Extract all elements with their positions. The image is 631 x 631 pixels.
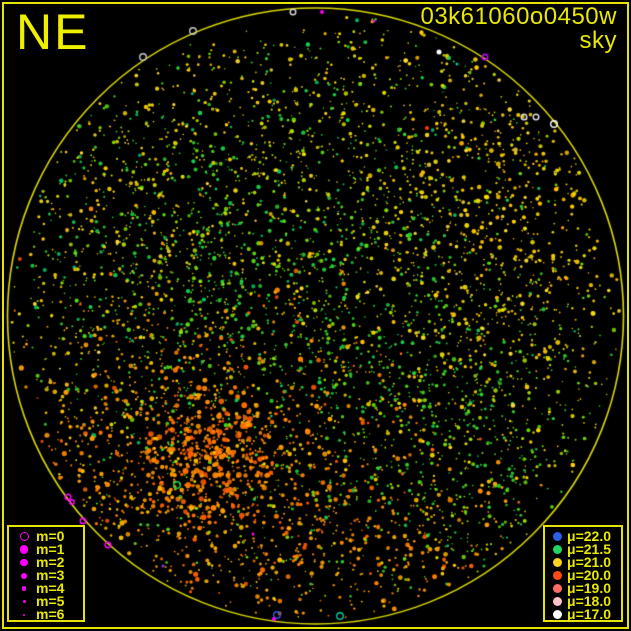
magnitude-legend-row: m=4 — [12, 580, 83, 596]
plot-title: 03k61060o0450w — [420, 3, 617, 30]
magnitude-legend-marker-icon — [12, 545, 36, 554]
mu-legend-label: μ=21.5 — [567, 541, 611, 557]
magnitude-legend-marker-icon — [12, 532, 36, 541]
mu-legend-marker-icon — [548, 596, 567, 607]
mu-legend-label: μ=19.0 — [567, 580, 611, 596]
magnitude-legend-label: m=6 — [36, 606, 65, 622]
mu-legend-row: μ=21.5 — [548, 541, 621, 557]
mu-legend-marker-icon — [548, 609, 567, 620]
magnitude-legend-label: m=3 — [36, 567, 65, 583]
mu-legend-marker-icon — [548, 557, 567, 568]
magnitude-legend-row: m=5 — [12, 593, 83, 609]
magnitude-legend-marker-icon — [12, 600, 36, 603]
magnitude-legend-row: m=2 — [12, 554, 83, 570]
magnitude-legend-label: m=2 — [36, 554, 65, 570]
magnitude-legend-marker-icon — [12, 572, 36, 579]
title-block: 03k61060o0450w sky — [420, 5, 617, 53]
plot-subtitle: sky — [579, 27, 617, 54]
magnitude-legend-row: m=3 — [12, 567, 83, 583]
magnitude-legend-label: m=4 — [36, 580, 65, 596]
magnitude-legend-label: m=0 — [36, 528, 65, 544]
mu-legend-row: μ=19.0 — [548, 580, 621, 596]
quadrant-label: NE — [16, 4, 90, 60]
magnitude-legend-label: m=5 — [36, 593, 65, 609]
mu-legend-marker-icon — [548, 531, 567, 542]
mu-legend-row: μ=22.0 — [548, 528, 621, 544]
mu-legend-row: μ=17.0 — [548, 606, 621, 622]
mu-legend-label: μ=22.0 — [567, 528, 611, 544]
magnitude-legend-marker-icon — [12, 558, 36, 567]
magnitude-legend-row: m=0 — [12, 528, 83, 544]
surface-brightness-legend: μ=22.0 μ=21.5 μ=21.0 μ=20.0 μ=19.0 μ=18.0 μ=17… — [543, 525, 623, 622]
mu-legend-row: μ=18.0 — [548, 593, 621, 609]
mu-legend-label: μ=17.0 — [567, 606, 611, 622]
mu-legend-label: μ=21.0 — [567, 554, 611, 570]
mu-legend-marker-icon — [548, 544, 567, 555]
mu-legend-row: μ=20.0 — [548, 567, 621, 583]
magnitude-legend: m=0 m=1 m=2 m=3 m=4 m=5 m=6 — [7, 525, 85, 622]
mu-legend-marker-icon — [548, 583, 567, 594]
mu-legend-row: μ=21.0 — [548, 554, 621, 570]
magnitude-legend-label: m=1 — [36, 541, 65, 557]
mu-legend-label: μ=20.0 — [567, 567, 611, 583]
magnitude-legend-row: m=6 — [12, 606, 83, 622]
mu-legend-label: μ=18.0 — [567, 593, 611, 609]
magnitude-legend-row: m=1 — [12, 541, 83, 557]
mu-legend-marker-icon — [548, 570, 567, 581]
magnitude-legend-marker-icon — [12, 586, 36, 591]
magnitude-legend-marker-icon — [12, 613, 36, 616]
